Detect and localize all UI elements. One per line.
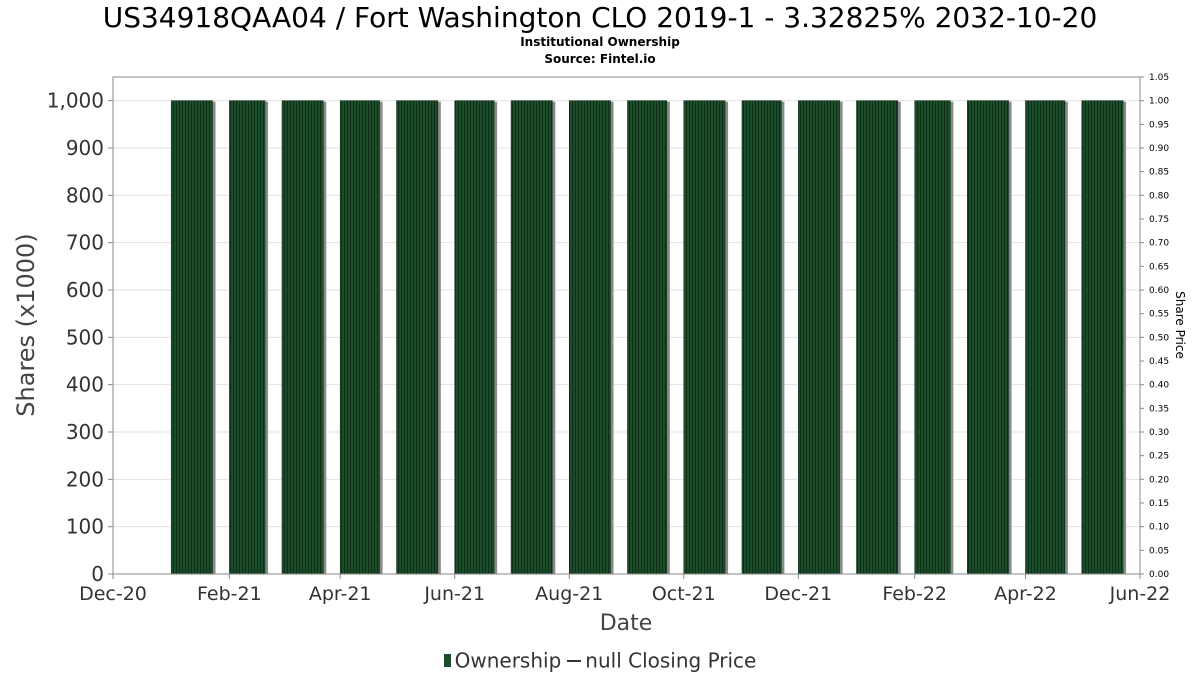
ownership-bar xyxy=(741,100,782,575)
y2-tick-label: 0.15 xyxy=(1149,499,1169,509)
ownership-bar xyxy=(1081,100,1124,575)
y-tick-label: 100 xyxy=(66,515,104,539)
chart-source: Source: Fintel.io xyxy=(544,52,656,66)
x-tick-label: Dec-20 xyxy=(79,583,147,605)
x-tick-label: Jun-22 xyxy=(1109,583,1171,605)
ownership-bar xyxy=(281,100,324,575)
ownership-bar xyxy=(683,100,726,575)
x-tick-label: Feb-22 xyxy=(882,583,947,605)
y2-tick-label: 0.60 xyxy=(1149,286,1169,296)
y2-tick-label: 1.00 xyxy=(1149,97,1169,107)
y-tick-label: 1,000 xyxy=(47,89,104,113)
y2-tick-label: 0.25 xyxy=(1149,452,1169,462)
y-tick-label: 900 xyxy=(66,136,104,160)
ownership-bar xyxy=(627,100,668,575)
y2-tick-label: 0.20 xyxy=(1149,475,1169,485)
y-tick-label: 200 xyxy=(66,467,104,491)
legend-price-label: null Closing Price xyxy=(585,648,757,673)
y-tick-label: 0 xyxy=(91,562,104,586)
y2-tick-label: 0.85 xyxy=(1149,168,1169,178)
x-axis-label: Date xyxy=(600,611,653,636)
x-tick-label: Apr-21 xyxy=(309,583,372,605)
plot-area xyxy=(112,76,1141,575)
y2-tick-label: 0.90 xyxy=(1149,144,1169,154)
y-tick-label: 800 xyxy=(66,183,104,207)
legend: Ownership null Closing Price xyxy=(0,647,1200,673)
ownership-bar xyxy=(914,100,951,575)
legend-ownership-swatch xyxy=(443,654,451,667)
ownership-bar xyxy=(454,100,495,575)
ownership-bar xyxy=(1025,100,1066,575)
bar-series xyxy=(170,100,1127,575)
x-tick-label: Jun-21 xyxy=(423,583,485,605)
y2-tick-label: 0.70 xyxy=(1149,239,1169,249)
x-tick-label: Oct-21 xyxy=(652,583,716,605)
y-tick-label: 700 xyxy=(66,231,104,255)
y2-tick-label: 0.65 xyxy=(1149,262,1169,272)
y-tick-label: 300 xyxy=(66,420,104,444)
legend-ownership-label: Ownership xyxy=(454,648,562,673)
x-tick-label: Aug-21 xyxy=(535,583,603,605)
y2-tick-label: 0.35 xyxy=(1149,404,1169,414)
y2-tick-label: 0.55 xyxy=(1149,310,1169,320)
y-axis-ticks: 0 100 200 300 400 500 600 700 800 900 1,000 xyxy=(47,89,113,586)
ownership-bar xyxy=(568,100,611,575)
ownership-bar xyxy=(967,100,1009,575)
y2-tick-label: 0.95 xyxy=(1149,120,1169,130)
y-tick-label: 500 xyxy=(66,325,104,349)
ownership-bar xyxy=(229,100,266,575)
ownership-bar xyxy=(396,100,439,575)
y2-tick-label: 0.30 xyxy=(1149,428,1169,438)
ownership-bar xyxy=(798,100,840,575)
x-tick-label: Feb-21 xyxy=(197,583,262,605)
chart-subtitle: Institutional Ownership xyxy=(520,35,680,49)
x-axis-ticks: Dec-20 Feb-21 Apr-21 Jun-21 Aug-21 Oct-21 Dec-… xyxy=(79,574,1170,605)
y2-tick-label: 0.40 xyxy=(1149,381,1169,391)
ownership-bar xyxy=(339,100,380,575)
y2-tick-label: 0.05 xyxy=(1149,546,1169,556)
x-tick-label: Apr-22 xyxy=(994,583,1057,605)
y2-tick-label: 1.05 xyxy=(1149,73,1169,83)
x-tick-label: Dec-21 xyxy=(764,583,832,605)
ownership-bar xyxy=(170,100,213,575)
ownership-bar xyxy=(510,100,553,575)
y2-axis-ticks: 0.00 0.05 0.10 0.15 0.20 0.25 0.30 0.35 0.40 0.45… xyxy=(1140,73,1169,580)
y2-tick-label: 0.80 xyxy=(1149,191,1169,201)
y2-tick-label: 0.10 xyxy=(1149,523,1169,533)
y-tick-label: 400 xyxy=(66,373,104,397)
y-tick-label: 600 xyxy=(66,278,104,302)
chart-title: US34918QAA04 / Fort Washington CLO 2019-… xyxy=(102,1,1098,34)
y2-tick-label: 0.50 xyxy=(1149,333,1169,343)
y-axis-label: Shares (x1000) xyxy=(12,233,40,416)
ownership-bar xyxy=(856,100,899,575)
y2-tick-label: 0.75 xyxy=(1149,215,1169,225)
y2-tick-label: 0.45 xyxy=(1149,357,1169,367)
y2-axis-label: Share Price xyxy=(1173,291,1187,359)
y2-tick-label: 0.00 xyxy=(1149,570,1169,580)
legend-price-swatch xyxy=(567,659,582,662)
